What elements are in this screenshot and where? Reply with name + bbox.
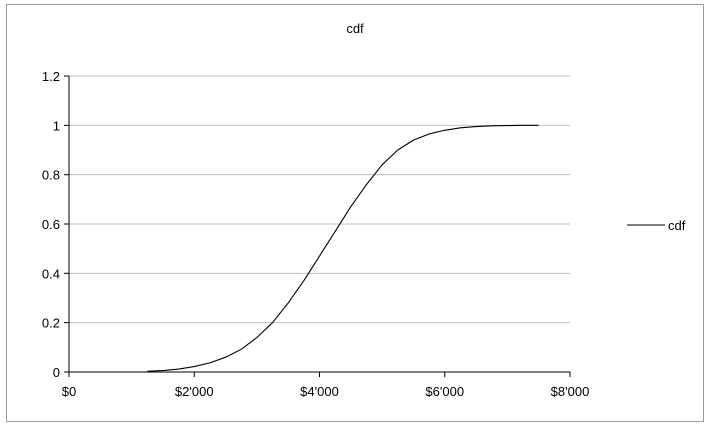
y-tick-label: 1.2: [42, 69, 60, 84]
series-lines: [147, 124, 539, 372]
x-tick-labels: $0 $2'000 $4'000 $6'000 $8'000: [62, 384, 590, 399]
x-tick-label: $6'000: [425, 384, 464, 399]
x-tick-label: $0: [62, 384, 76, 399]
axes: [64, 75, 571, 377]
legend-label-cdf: cdf: [668, 218, 686, 233]
y-tick-label: 0.8: [42, 168, 60, 183]
y-tick-label: 0.4: [42, 266, 60, 281]
gridlines: [69, 75, 570, 324]
y-tick-label: 0.6: [42, 217, 60, 232]
y-tick-label: 1: [53, 118, 60, 133]
chart-canvas: cdf 0 0.2 0.4 0.6 0.8 1 1.2 $0 $2'000 $4'000 $6'0…: [42, 21, 686, 399]
x-tick-label: $8'000: [551, 384, 590, 399]
x-tick-label: $4'000: [300, 384, 339, 399]
x-tick-label: $2'000: [175, 384, 214, 399]
y-tick-label: 0.2: [42, 316, 60, 331]
y-tick-labels: 0 0.2 0.4 0.6 0.8 1 1.2: [42, 69, 60, 380]
y-tick-label: 0: [53, 365, 60, 380]
chart-title: cdf: [346, 21, 364, 36]
chart-frame: cdf 0 0.2 0.4 0.6 0.8 1 1.2 $0 $2'000 $4'000 $6'0…: [6, 4, 704, 422]
series-line-cdf: [147, 124, 539, 372]
legend: cdf: [627, 218, 686, 233]
